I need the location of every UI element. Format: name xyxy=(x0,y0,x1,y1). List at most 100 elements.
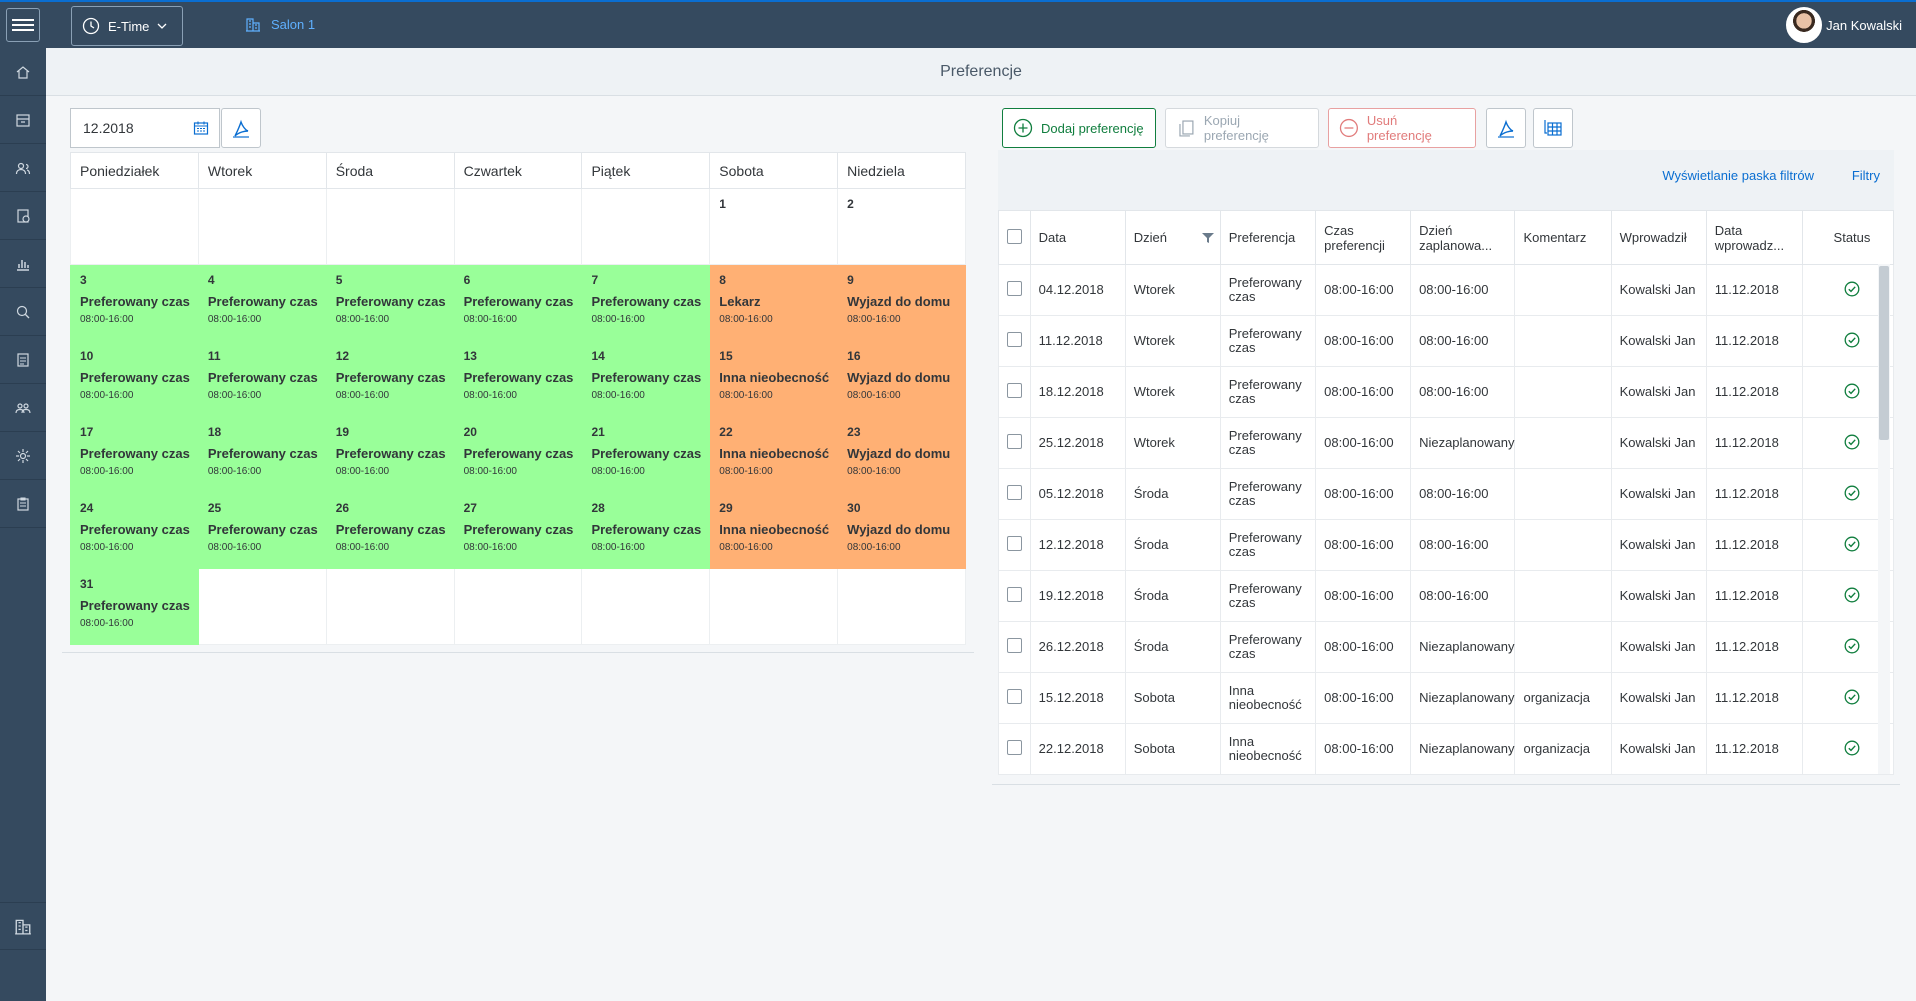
row-checkbox[interactable] xyxy=(1007,638,1022,653)
row-checkbox[interactable] xyxy=(1007,536,1022,551)
table-cell: Inna nieobecność xyxy=(1219,672,1317,724)
table-scrollbar-thumb[interactable] xyxy=(1879,266,1889,440)
row-checkbox[interactable] xyxy=(1007,485,1022,500)
calendar-day-cell[interactable]: 2 xyxy=(837,188,966,265)
sidebar-item-documents[interactable] xyxy=(0,336,46,384)
calendar-day-cell[interactable]: 5 Preferowany czas 08:00-16:00 xyxy=(325,264,455,341)
calendar-day-cell[interactable]: 24 Preferowany czas 08:00-16:00 xyxy=(70,492,199,569)
calendar-empty-cell xyxy=(453,188,583,265)
table-cell: Środa xyxy=(1124,621,1221,673)
sidebar-item-home[interactable] xyxy=(0,48,46,96)
row-checkbox[interactable] xyxy=(1007,281,1022,296)
calendar-day-cell[interactable]: 27 Preferowany czas 08:00-16:00 xyxy=(453,492,583,569)
table-row[interactable]: 12.12.2018 Środa Preferowany czas 08:00-16:… xyxy=(998,519,1895,571)
calendar-day-cell[interactable]: 29 Inna nieobecność 08:00-16:00 xyxy=(709,492,839,569)
row-checkbox[interactable] xyxy=(1007,689,1022,704)
table-row[interactable]: 15.12.2018 Sobota Inna nieobecność 08:00-16… xyxy=(998,672,1895,724)
table-cell: 15.12.2018 xyxy=(1029,672,1126,724)
calendar-day-cell[interactable]: 10 Preferowany czas 08:00-16:00 xyxy=(70,340,199,417)
calendar-day-cell[interactable]: 8 Lekarz 08:00-16:00 xyxy=(709,264,839,341)
menu-button[interactable] xyxy=(6,8,40,42)
show-filter-bar-link[interactable]: Wyświetlanie paska filtrów xyxy=(1662,168,1814,183)
sidebar-item-team[interactable] xyxy=(0,384,46,432)
calendar-day-cell[interactable]: 3 Preferowany czas 08:00-16:00 xyxy=(70,264,199,341)
sidebar-item-contacts[interactable] xyxy=(0,144,46,192)
calendar-day-cell[interactable]: 9 Wyjazd do domu 08:00-16:00 xyxy=(837,264,966,341)
export-pdf-button-table[interactable] xyxy=(1486,108,1526,148)
month-picker-input[interactable]: 12.2018 xyxy=(70,108,220,148)
calendar-day-cell[interactable]: 20 Preferowany czas 08:00-16:00 xyxy=(453,416,583,493)
column-header[interactable]: Preferencja xyxy=(1219,210,1317,265)
day-preference-time: 08:00-16:00 xyxy=(463,390,517,401)
table-cell: Środa xyxy=(1124,468,1221,520)
calendar-day-cell[interactable]: 19 Preferowany czas 08:00-16:00 xyxy=(325,416,455,493)
calendar-day-cell[interactable]: 15 Inna nieobecność 08:00-16:00 xyxy=(709,340,839,417)
calendar-day-cell[interactable]: 14 Preferowany czas 08:00-16:00 xyxy=(581,340,711,417)
table-row[interactable]: 18.12.2018 Wtorek Preferowany czas 08:00-16… xyxy=(998,366,1895,418)
calendar-day-cell[interactable]: 16 Wyjazd do domu 08:00-16:00 xyxy=(837,340,966,417)
location-link[interactable]: Salon 1 xyxy=(245,16,315,32)
calendar-day-cell[interactable]: 23 Wyjazd do domu 08:00-16:00 xyxy=(837,416,966,493)
calendar-day-cell[interactable]: 4 Preferowany czas 08:00-16:00 xyxy=(197,264,327,341)
calendar-day-cell[interactable]: 21 Preferowany czas 08:00-16:00 xyxy=(581,416,711,493)
calendar-day-cell[interactable]: 26 Preferowany czas 08:00-16:00 xyxy=(325,492,455,569)
calendar-day-cell[interactable]: 12 Preferowany czas 08:00-16:00 xyxy=(325,340,455,417)
row-checkbox[interactable] xyxy=(1007,740,1022,755)
column-header[interactable]: Status xyxy=(1801,210,1895,265)
sidebar-item-reports[interactable] xyxy=(0,240,46,288)
column-header[interactable]: Wprowadził xyxy=(1610,210,1707,265)
user-menu[interactable]: Jan Kowalski xyxy=(1786,7,1902,43)
day-preference-time: 08:00-16:00 xyxy=(591,466,645,477)
row-checkbox[interactable] xyxy=(1007,383,1022,398)
sidebar-item-assignment[interactable] xyxy=(0,192,46,240)
sidebar-item-search[interactable] xyxy=(0,288,46,336)
calendar-day-cell[interactable]: 17 Preferowany czas 08:00-16:00 xyxy=(70,416,199,493)
copy-preference-button[interactable]: Kopiuj preferencję xyxy=(1165,108,1319,148)
table-row[interactable]: 26.12.2018 Środa Preferowany czas 08:00-16:… xyxy=(998,621,1895,673)
table-row[interactable]: 05.12.2018 Środa Preferowany czas 08:00-16:… xyxy=(998,468,1895,520)
table-cell: 12.12.2018 xyxy=(1029,519,1126,571)
column-header[interactable]: Dzień zaplanowa... xyxy=(1410,210,1516,265)
column-header[interactable]: Data wprowadz... xyxy=(1705,210,1803,265)
calendar-day-cell[interactable]: 18 Preferowany czas 08:00-16:00 xyxy=(197,416,327,493)
calendar-day-cell[interactable]: 1 xyxy=(709,188,839,265)
delete-preference-button[interactable]: Usuń preferencję xyxy=(1328,108,1476,148)
row-checkbox[interactable] xyxy=(1007,587,1022,602)
export-excel-button[interactable] xyxy=(1533,108,1573,148)
filters-link[interactable]: Filtry xyxy=(1851,168,1880,183)
calendar-icon[interactable] xyxy=(193,120,209,136)
select-all-checkbox[interactable] xyxy=(1007,228,1022,244)
sidebar-item-checklist[interactable] xyxy=(0,480,46,528)
column-header[interactable]: Data xyxy=(1029,210,1126,265)
calendar-day-cell[interactable]: 30 Wyjazd do domu 08:00-16:00 xyxy=(837,492,966,569)
calendar-day-cell[interactable]: 31 Preferowany czas 08:00-16:00 xyxy=(70,568,199,645)
table-cell: Kowalski Jan xyxy=(1610,672,1707,724)
table-row[interactable]: 04.12.2018 Wtorek Preferowany czas 08:00-16… xyxy=(998,264,1895,316)
export-pdf-button[interactable] xyxy=(221,108,261,148)
calendar-day-cell[interactable]: 11 Preferowany czas 08:00-16:00 xyxy=(197,340,327,417)
sidebar-item-settings[interactable] xyxy=(0,432,46,480)
app-switcher-button[interactable]: E-Time xyxy=(71,6,183,46)
table-cell: Kowalski Jan xyxy=(1610,723,1707,775)
calendar-day-cell[interactable]: 6 Preferowany czas 08:00-16:00 xyxy=(453,264,583,341)
calendar-day-cell[interactable]: 7 Preferowany czas 08:00-16:00 xyxy=(581,264,711,341)
calendar-day-cell[interactable]: 25 Preferowany czas 08:00-16:00 xyxy=(197,492,327,569)
column-header[interactable]: Komentarz xyxy=(1514,210,1612,265)
column-header[interactable]: Czas preferencji xyxy=(1315,210,1412,265)
calendar-day-cell[interactable]: 13 Preferowany czas 08:00-16:00 xyxy=(453,340,583,417)
column-header[interactable]: Dzień xyxy=(1124,210,1221,265)
filter-icon[interactable] xyxy=(1201,233,1214,243)
table-row[interactable]: 25.12.2018 Wtorek Preferowany czas 08:00-16… xyxy=(998,417,1895,469)
add-preference-button[interactable]: Dodaj preferencję xyxy=(1002,108,1156,148)
day-preference-title: Inna nieobecność xyxy=(719,446,830,461)
sidebar-item-locations[interactable] xyxy=(0,902,46,950)
row-checkbox[interactable] xyxy=(1007,434,1022,449)
calendar-day-cell[interactable]: 28 Preferowany czas 08:00-16:00 xyxy=(581,492,711,569)
table-row[interactable]: 22.12.2018 Sobota Inna nieobecność 08:00-16… xyxy=(998,723,1895,775)
table-row[interactable]: 11.12.2018 Wtorek Preferowany czas 08:00-16… xyxy=(998,315,1895,367)
sidebar-item-inventory[interactable] xyxy=(0,96,46,144)
assignment-icon xyxy=(17,208,30,223)
row-checkbox[interactable] xyxy=(1007,332,1022,347)
table-row[interactable]: 19.12.2018 Środa Preferowany czas 08:00-16:… xyxy=(998,570,1895,622)
calendar-day-cell[interactable]: 22 Inna nieobecność 08:00-16:00 xyxy=(709,416,839,493)
